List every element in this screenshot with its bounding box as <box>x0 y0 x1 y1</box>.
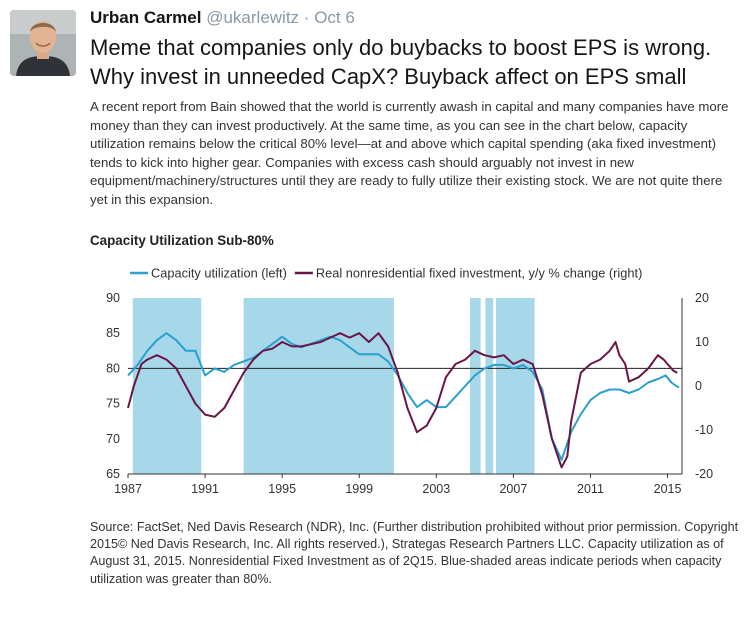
shaded-period <box>470 298 481 474</box>
y-right-tick-label: 10 <box>695 335 709 349</box>
capacity-utilization-chart: 65 70 75 80 85 90 -20 -10 0 10 20 1987 1991 1995 1999 2… <box>106 266 713 497</box>
x-tick-label: 2011 <box>577 482 604 496</box>
shaded-period <box>243 298 394 474</box>
y-left-tick-label: 80 <box>106 361 120 375</box>
y-left-tick-label: 85 <box>106 326 120 340</box>
report-paragraph: A recent report from Bain showed that th… <box>90 99 729 207</box>
fixed-investment-line <box>127 332 678 469</box>
x-tick-label: 1995 <box>268 482 296 496</box>
avatar[interactable] <box>10 10 76 76</box>
y-left-tick-label: 70 <box>106 432 120 446</box>
x-tick-label: 1999 <box>345 482 373 496</box>
shaded-period <box>496 298 535 474</box>
x-tick-label: 2003 <box>422 482 450 496</box>
tweet-timestamp[interactable]: Oct 6 <box>314 8 355 27</box>
y-left-tick-label: 90 <box>106 291 120 305</box>
chart-title: Capacity Utilization Sub-80% <box>90 233 274 248</box>
y-right-tick-label: -20 <box>695 467 713 481</box>
y-left-tick-label: 65 <box>106 467 120 481</box>
x-tick-label: 1991 <box>191 482 219 496</box>
y-right-tick-label: 0 <box>695 379 702 393</box>
author-handle[interactable]: @ukarlewitz <box>206 8 300 27</box>
attached-image[interactable]: A recent report from Bain showed that th… <box>90 98 742 610</box>
avatar-photo-icon <box>10 10 76 76</box>
x-tick-label: 2007 <box>499 482 527 496</box>
x-tick-label: 2015 <box>654 482 682 496</box>
x-tick-label: 1987 <box>114 482 142 496</box>
shaded-period <box>132 298 202 474</box>
header-separator: · <box>303 8 310 27</box>
tweet-text: Meme that companies only do buybacks to … <box>90 35 712 89</box>
author-name[interactable]: Urban Carmel <box>90 8 202 27</box>
capacity-utilization-line <box>127 332 680 461</box>
y-right-tick-label: 20 <box>695 291 709 305</box>
tweet-header: Urban Carmel @ukarlewitz · Oct 6 <box>90 8 355 28</box>
y-right-tick-label: -10 <box>695 423 713 437</box>
legend-label: Real nonresidential fixed investment, y/… <box>316 266 642 281</box>
shaded-period <box>485 298 494 474</box>
y-left-tick-label: 75 <box>106 397 120 411</box>
source-note: Source: FactSet, Ned Davis Research (NDR… <box>90 520 739 586</box>
legend-label: Capacity utilization (left) <box>151 266 287 281</box>
